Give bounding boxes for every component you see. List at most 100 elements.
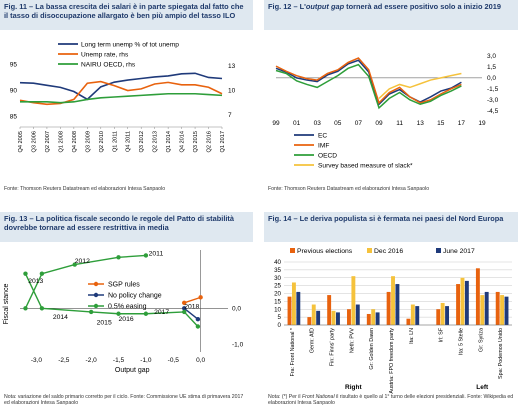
fig13-x-tick: 0,0: [196, 357, 205, 364]
fig12-title-suffix: tornerà ad essere positivo solo a inizio…: [344, 2, 501, 11]
fig14-y-tick: 25: [274, 283, 281, 290]
fig12-x-tick: 01: [293, 120, 301, 127]
fig14-y-tick: 0: [278, 322, 282, 329]
fig12-title-italic: output gap: [305, 2, 345, 11]
fig14-bar: [316, 310, 321, 325]
fig14-category-label: Gr: Syriza: [478, 328, 484, 352]
fig14-category-label: Ita: 5 Stelle: [458, 328, 464, 355]
fig11-chart: 85 90 95 13 10 7 Q4 2005 Q3 2006 Q2 2007 Q1 2008 Q…: [10, 42, 236, 153]
fig14-legend-label: June 2017: [443, 248, 475, 255]
fig12-x-tick: 13: [417, 120, 425, 127]
fig11-x-tick: Q1 2011: [112, 131, 118, 152]
fig11-left-tick: 90: [10, 88, 18, 95]
fig11-series-line: [19, 80, 223, 106]
fig12-chart: 3,0 1,5 0,0 -1,5 -3,0 -4,5 99 01 03 05 07 09 11 13 15 1…: [272, 53, 499, 170]
fig12-y-tick: 3,0: [487, 53, 496, 60]
fig14-category-label: Neth: PVV: [349, 328, 355, 354]
fig11-right-tick: 10: [228, 88, 236, 95]
fig11-legend-label: Unemp rate, rhs: [81, 52, 129, 59]
fig14-category-label: Gr: Golden Dawn: [369, 328, 375, 370]
fig12-x-tick: 19: [478, 120, 486, 127]
fig14-bar: [445, 306, 450, 325]
fig14-bar: [484, 291, 489, 325]
fig13-x-tick: -1,5: [113, 357, 125, 364]
fig14-bar: [475, 268, 480, 325]
fig13-point: [39, 271, 45, 276]
fig12-x-tick: 17: [458, 120, 466, 127]
fig14-y-tick: 35: [274, 267, 281, 274]
fig11-x-tick: Q4 2011: [126, 131, 132, 152]
fig12-x-tick: 03: [314, 120, 322, 127]
fig12-legend-label: Survey based measure of slack*: [318, 163, 413, 170]
fig13-title: Fig. 13 – La politica fiscale secondo le…: [0, 212, 253, 242]
fig11-source: Fonte: Thomson Reuters Datastream ed ela…: [4, 186, 166, 192]
fig12-x-tick: 99: [272, 120, 280, 127]
fig12-source: Fonte: Thomson Reuters Datastream ed ela…: [268, 186, 430, 192]
fig11-title: Fig. 11 – La bassa crescita dei salari è…: [0, 0, 253, 30]
fig13-legend-label: No policy change: [108, 293, 162, 300]
fig14-bar: [464, 280, 469, 325]
fig13-point: [182, 306, 187, 311]
fig13-year-label: 2017: [154, 309, 169, 316]
fig11-x-tick: Q1 2014: [166, 131, 172, 152]
fig13-year-label: 2012: [75, 258, 90, 265]
fig14-y-tick: 5: [278, 314, 282, 321]
fig13-panel: Fig. 13 – La politica fiscale secondo le…: [0, 212, 253, 415]
fig11-x-tick: Q4 2014: [180, 131, 186, 152]
fig11-right-tick: 13: [228, 63, 236, 70]
fig14-y-tick: 20: [274, 291, 281, 298]
fig13-ylabel: Fiscal stance: [3, 283, 10, 324]
fig11-panel: Fig. 11 – La bassa crescita dei salari è…: [0, 0, 253, 200]
fig12-series-line: [378, 72, 462, 99]
fig13-x-tick: -1,0: [140, 357, 152, 364]
fig12-y-tick: -1,5: [487, 86, 499, 93]
fig14-category-label: Ita: LN: [409, 328, 415, 344]
fig14-bar: [336, 312, 340, 325]
fig13-year-label: 2014: [53, 314, 68, 321]
fig14-y-tick: 30: [274, 275, 281, 282]
fig13-point: [182, 300, 187, 306]
fig14-panel: Fig. 14 – Le deriva populista si è ferma…: [264, 212, 518, 415]
fig13-y-tick: 0,0: [232, 305, 241, 312]
fig13-point: [116, 255, 121, 260]
fig11-x-tick: Q3 2012: [139, 131, 145, 152]
fig13-point: [195, 324, 201, 329]
fig13-x-tick: -3,0: [31, 357, 43, 364]
fig14-bar: [375, 312, 380, 325]
fig14-legend-swatch: [290, 248, 295, 253]
fig14-legend-swatch: [367, 248, 372, 253]
fig14-bar: [291, 282, 296, 325]
fig14-bar: [351, 276, 356, 325]
fig14-title: Fig. 14 – Le deriva populista si è ferma…: [264, 212, 518, 242]
fig12-legend-label: IMF: [318, 143, 329, 150]
fig14-note-suffix: il risultato è quello al 1° turno delle …: [268, 394, 514, 406]
fig14-group-right: Right: [345, 384, 362, 391]
fig12-legend-label: EC: [318, 133, 327, 140]
fig11-legend-label: NAIRU OECD, rhs: [81, 62, 136, 69]
fig14-bar: [436, 309, 441, 325]
fig13-year-label: 2015: [97, 320, 112, 327]
fig12-series-line: [275, 63, 462, 110]
fig12-title-prefix: Fig. 12 – L': [268, 2, 306, 11]
fig13-point: [23, 271, 28, 276]
fig11-legend-label: Long term unemp % of tot unemp: [81, 42, 179, 49]
fig13-point: [72, 262, 77, 267]
fig13-note: Nota: variazione del saldo primario corr…: [4, 394, 244, 406]
fig11-x-tick: Q2 2013: [153, 131, 159, 152]
fig13-legend-marker: [93, 281, 99, 287]
fig14-legend-swatch: [436, 248, 441, 253]
fig13-chart: -3,0 -2,5 -2,0 -1,5 -1,0 -0,5 0,0 0,0 -1,0 Fiscal…: [3, 250, 244, 374]
fig13-year-label: 2013: [28, 278, 43, 285]
fig14-y-tick: 10: [274, 306, 281, 313]
fig14-category-label: Fra: Front National *: [290, 327, 296, 376]
fig11-x-tick: Q1 2008: [58, 131, 64, 152]
fig12-legend-label: OECD: [318, 153, 337, 160]
fig13-x-tick: -2,0: [86, 357, 98, 364]
fig13-x-tick: -0,5: [168, 357, 180, 364]
fig13-xlabel: Output gap: [115, 367, 150, 374]
fig14-bar: [395, 284, 400, 325]
fig13-series-line: [183, 307, 199, 320]
fig13-point: [143, 253, 149, 258]
fig14-note-italic: Front National: [302, 394, 335, 400]
